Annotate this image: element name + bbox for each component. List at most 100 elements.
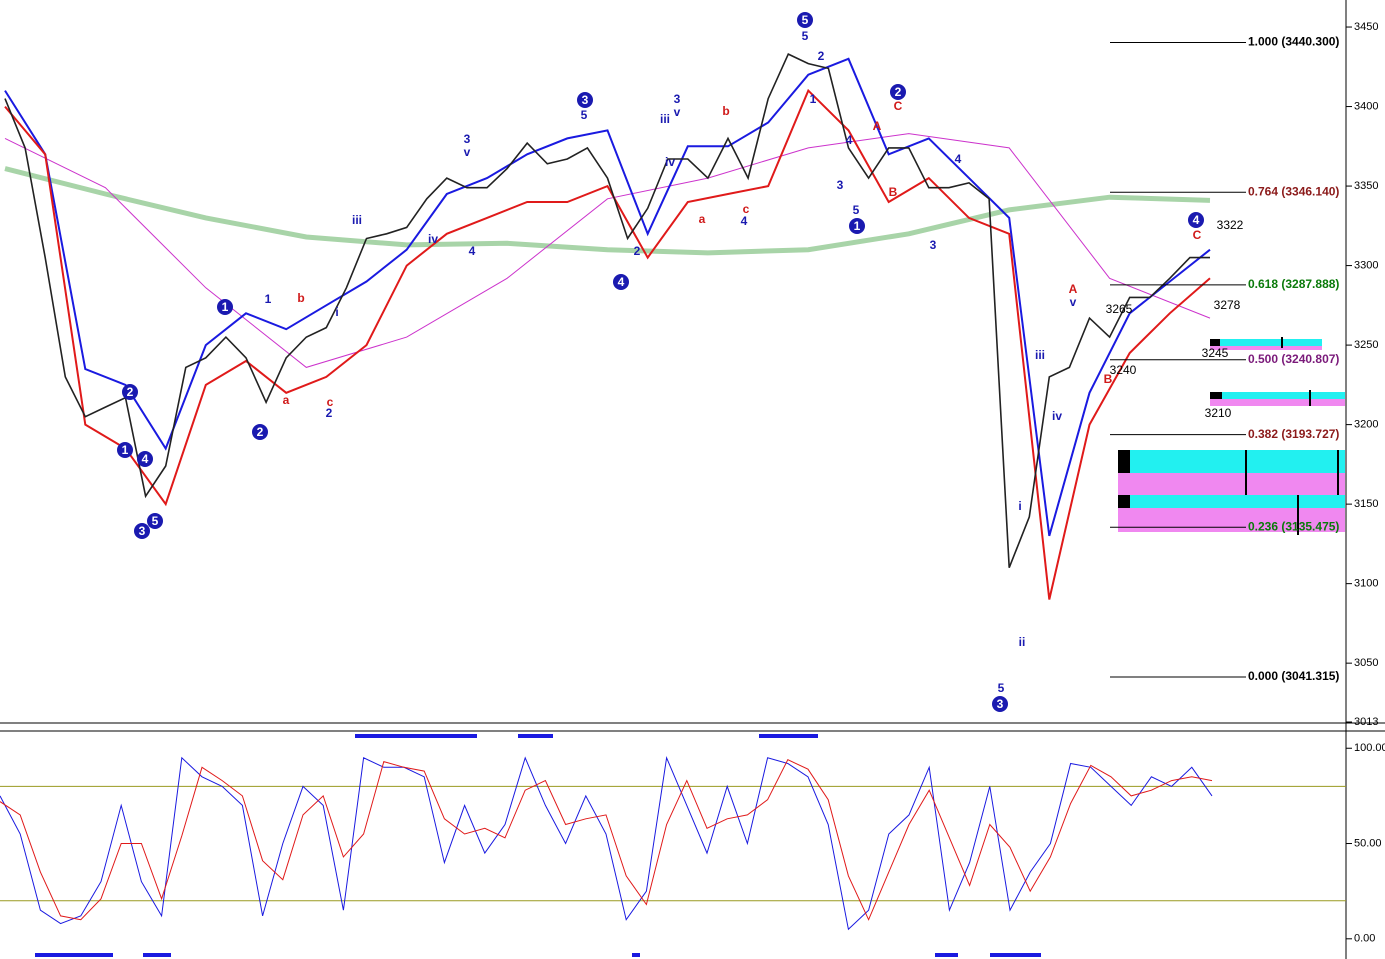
wave-label: c [743, 202, 750, 216]
wave-label: v [674, 105, 681, 119]
fib-label: 1.000 (3440.300) [1248, 35, 1339, 49]
wave-label: b [722, 104, 729, 118]
zone-marker [1118, 495, 1130, 508]
wave-label: 3 [464, 132, 471, 146]
wave-label: 5 [802, 13, 809, 27]
wave-marker [117, 442, 133, 458]
wave-label: 3 [582, 93, 589, 107]
wave-marker [797, 12, 813, 28]
wave-label: 5 [581, 108, 588, 122]
wave-label: v [464, 145, 471, 159]
fib-label: 0.382 (3193.727) [1248, 427, 1339, 441]
zone [1118, 508, 1345, 532]
zone [1210, 392, 1345, 399]
wave-label: c [327, 395, 334, 409]
wave-marker [122, 384, 138, 400]
signal-bars [35, 734, 1041, 957]
zone [1118, 473, 1345, 495]
wave-marker [613, 274, 629, 290]
y-tick-label: 3300 [1354, 259, 1378, 271]
wave-label: a [699, 212, 706, 226]
series-line [0, 759, 1213, 921]
wave-label: a [283, 393, 290, 407]
series-line [4, 166, 1211, 256]
wave-label: 3 [930, 238, 937, 252]
fib-label: 0.236 (3135.475) [1248, 519, 1339, 533]
series-line [4, 53, 1210, 568]
wave-label: 4 [846, 133, 853, 147]
price-label: 3322 [1217, 218, 1244, 232]
wave-label: i [1018, 499, 1021, 513]
wave-label: 1 [810, 92, 817, 106]
wave-label: 2 [895, 85, 902, 99]
wave-label: 3 [997, 697, 1004, 711]
wave-label: iv [665, 155, 675, 169]
wave-label: 1 [122, 443, 129, 457]
wave-label: A [873, 119, 882, 133]
y-tick-label: 50.00 [1354, 837, 1382, 849]
y-tick-label: 3013 [1354, 716, 1378, 728]
zone [1210, 339, 1322, 346]
y-tick-label: 100.00 [1354, 742, 1385, 754]
wave-label: iii [660, 112, 670, 126]
wave-marker [147, 513, 163, 529]
series-line [4, 57, 1211, 537]
y-tick-label: 3350 [1354, 180, 1378, 192]
wave-marker [1188, 212, 1204, 228]
series-line [4, 133, 1211, 368]
wave-label: 2 [257, 425, 264, 439]
wave-label: C [1193, 228, 1202, 242]
price-label: 3210 [1205, 406, 1232, 420]
wave-label: 4 [741, 214, 748, 228]
wave-label: iv [428, 232, 438, 246]
wave-label: 3 [837, 178, 844, 192]
wave-label: ii [1019, 635, 1026, 649]
wave-label: 3 [674, 92, 681, 106]
wave-label: 2 [127, 385, 134, 399]
wave-label: 5 [998, 681, 1005, 695]
y-tick-label: 3100 [1354, 578, 1378, 590]
wave-label: 4 [618, 275, 625, 289]
wave-label: 2 [634, 244, 641, 258]
y-tick-label: 3150 [1354, 498, 1378, 510]
wave-marker [134, 523, 150, 539]
signal-bar [143, 953, 171, 957]
wave-label: C [894, 99, 903, 113]
wave-marker [992, 696, 1008, 712]
wave-label: 4 [955, 152, 962, 166]
y-tick-label: 3250 [1354, 339, 1378, 351]
wave-marker [849, 218, 865, 234]
wave-label: 1 [854, 219, 861, 233]
wave-label: 1 [265, 292, 272, 306]
zone [1118, 450, 1345, 473]
signal-bar [632, 953, 640, 957]
zone [1210, 399, 1345, 406]
price-label: 3245 [1202, 346, 1229, 360]
price-label: 3240 [1110, 363, 1137, 377]
wave-marker [252, 424, 268, 440]
signal-bar [35, 953, 113, 957]
wave-marker [577, 92, 593, 108]
series-line [4, 88, 1211, 600]
y-tick-label: 3050 [1354, 657, 1378, 669]
zone-marker [1210, 392, 1222, 399]
zone-marker [1210, 339, 1220, 346]
wave-label: iii [352, 213, 362, 227]
wave-label: b [297, 291, 304, 305]
signal-bar [759, 734, 818, 738]
signal-bar [935, 953, 958, 957]
fib-label: 0.764 (3346.140) [1248, 184, 1339, 198]
wave-label: B [1104, 372, 1113, 386]
wave-label: 2 [818, 49, 825, 63]
y-tick-label: 3400 [1354, 100, 1378, 112]
wave-label: i [335, 305, 338, 319]
wave-label: 3 [139, 524, 146, 538]
wave-label: v [1070, 295, 1077, 309]
y-tick-label: 3450 [1354, 21, 1378, 33]
wave-label: 5 [152, 514, 159, 528]
y-tick-label: 0.00 [1354, 933, 1375, 945]
wave-label: 4 [469, 244, 476, 258]
zone [1118, 495, 1345, 508]
wave-label: 4 [142, 452, 149, 466]
